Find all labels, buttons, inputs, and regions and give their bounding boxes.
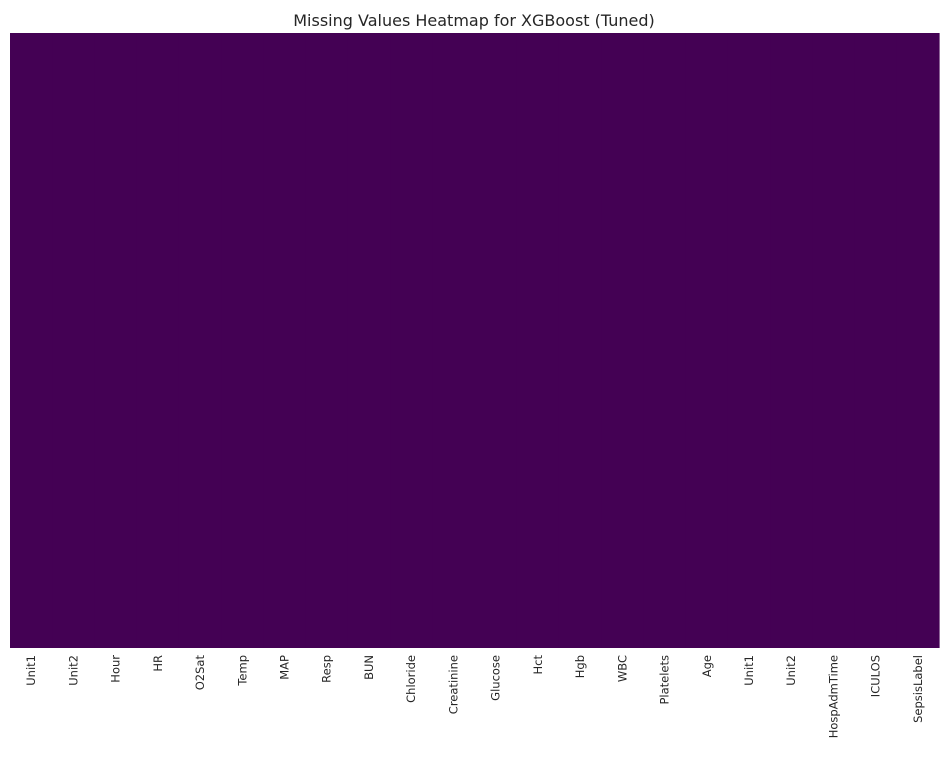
heatmap-cell-bun xyxy=(347,33,391,648)
heatmap-cell-wbc xyxy=(601,33,645,648)
x-tick-label: Chloride xyxy=(404,655,418,703)
x-tick-label: Unit1 xyxy=(24,655,38,686)
heatmap-cell-hgb xyxy=(558,33,602,648)
heatmap-cell-age xyxy=(685,33,729,648)
x-tick-label: HR xyxy=(151,655,165,672)
x-tick-label: Platelets xyxy=(658,655,672,705)
heatmap-cell-hour xyxy=(94,33,138,648)
heatmap-cells xyxy=(10,33,940,648)
x-tick-label: Unit2 xyxy=(784,655,798,686)
heatmap-cell-hr xyxy=(136,33,180,648)
x-tick-label: HospAdmTime xyxy=(826,655,840,738)
x-tick-label: ICULOS xyxy=(869,655,883,697)
heatmap-cell-sepsislabel xyxy=(896,33,940,648)
heatmap-cell-platelets xyxy=(643,33,687,648)
heatmap-cell-hospadmtime xyxy=(812,33,856,648)
x-tick-label: SepsisLabel xyxy=(911,655,925,723)
x-tick-label: Unit2 xyxy=(66,655,80,686)
x-tick-labels: Unit1 Unit2 Hour HR O2Sat Temp MAP Resp BUN Chlor… xyxy=(24,655,925,739)
heatmap-cell-temp xyxy=(221,33,264,648)
x-tick-label: Resp xyxy=(320,655,334,683)
x-tick-label: Hour xyxy=(109,655,123,683)
x-tick-label: Hgb xyxy=(573,655,587,678)
x-tick-label: Glucose xyxy=(489,655,503,701)
x-tick-label: MAP xyxy=(277,655,291,680)
heatmap-cell-map xyxy=(263,33,307,648)
heatmap-cell-iculos xyxy=(854,33,898,648)
x-tick-label: Unit1 xyxy=(742,655,756,686)
heatmap-cell-unit2 xyxy=(770,33,813,648)
heatmap-cell-chloride xyxy=(390,33,433,648)
x-tick-label: Hct xyxy=(531,655,545,675)
x-tick-label: WBC xyxy=(615,655,629,682)
heatmap-cell-hct xyxy=(516,33,560,648)
heatmap-cell-o2sat xyxy=(178,33,222,648)
heatmap-cell-unit2 xyxy=(52,33,96,648)
x-tick-label: Temp xyxy=(235,655,249,687)
x-tick-label: O2Sat xyxy=(193,655,207,691)
heatmap-cell-resp xyxy=(305,33,349,648)
chart-title: Missing Values Heatmap for XGBoost (Tune… xyxy=(293,11,655,30)
x-tick-label: Creatinine xyxy=(446,655,460,714)
heatmap-cell-unit1 xyxy=(727,33,771,648)
heatmap-cell-glucose xyxy=(474,33,518,648)
x-tick-label: Age xyxy=(700,655,714,677)
heatmap-cell-unit1 xyxy=(10,33,53,648)
heatmap-cell-creatinine xyxy=(432,33,476,648)
x-tick-label: BUN xyxy=(362,655,376,680)
